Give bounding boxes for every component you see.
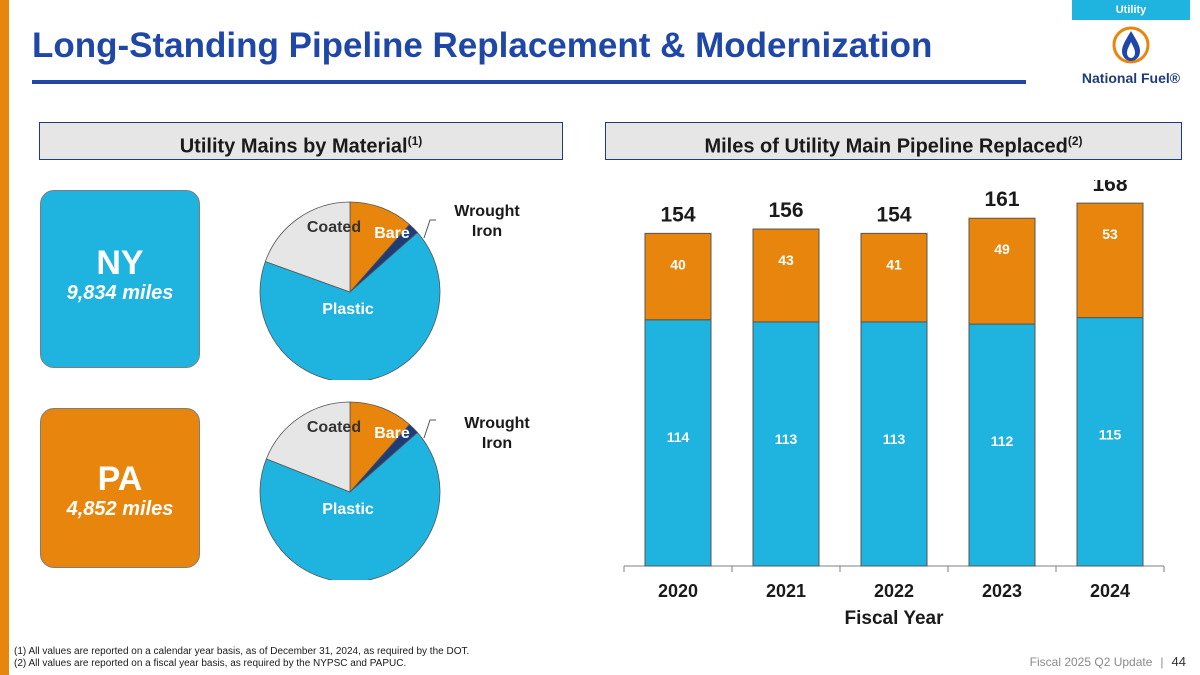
flame-logo-icon: [1112, 26, 1150, 64]
ny-miles: 9,834 miles: [66, 282, 174, 304]
pa-label-bare: Bare: [374, 425, 410, 442]
title-underline: [32, 80, 1026, 84]
bar-2022-series-1: [860, 321, 928, 567]
ny-slice-coated: [264, 201, 351, 293]
bar-2022-series-2-value-label: 41: [886, 256, 902, 272]
bar-2024-series-2: [1076, 202, 1144, 319]
page-title: Long-Standing Pipeline Replacement & Mod…: [32, 26, 933, 65]
pa-miles: 4,852 miles: [66, 498, 174, 520]
x-tick-label-2023: 2023: [982, 581, 1022, 601]
bar-2024-series-1-value-label: 115: [1099, 427, 1122, 443]
pa-material-pie: Plastic Coated Bare: [259, 401, 441, 580]
bar-2021-series-1: [752, 321, 820, 567]
x-tick-label-2020: 2020: [658, 581, 698, 601]
ny-wrought-line2: Iron: [471, 223, 503, 240]
x-tick-label-2024: 2024: [1090, 581, 1130, 601]
ny-slice-plastic: [259, 231, 441, 380]
bar-2023-series-2: [968, 217, 1036, 325]
page-number: 44: [1171, 654, 1186, 669]
bar-2020-series-2: [644, 232, 712, 321]
ny-label-plastic: Plastic: [322, 301, 374, 318]
ny-card: NY 9,834 miles: [40, 190, 200, 368]
bar-2022-total-label: 154: [876, 203, 911, 226]
mains-by-material-heading: Utility Mains by Material(1): [39, 122, 563, 160]
footer-deck-name: Fiscal 2025 Q2 Update: [1029, 655, 1153, 669]
bar-2021-total-label: 156: [768, 199, 803, 222]
pa-slice-bare: [349, 401, 411, 494]
pa-slice-plastic: [259, 431, 441, 580]
miles-replaced-bar-chart: 114 40 154 2020 113 43 156 2021 113 41 154 2022 112 4…: [623, 180, 1165, 629]
miles-heading-text: Miles of Utility Main Pipeline Replaced: [704, 135, 1068, 158]
ny-state-name: NY: [96, 244, 144, 282]
company-logo: National Fuel®: [1070, 26, 1192, 94]
ny-slice-bare: [349, 201, 411, 294]
footnote-2: (2) All values are reported on a fiscal …: [14, 658, 407, 669]
left-accent-bar: [0, 0, 9, 675]
bar-2020-series-2-value-label: 40: [670, 256, 686, 272]
ny-wrought-iron-label: Wrought Iron: [442, 202, 532, 242]
ny-wrought-leader-line: [423, 219, 436, 239]
mains-heading-note: (1): [407, 134, 423, 148]
bar-2024-series-1: [1076, 317, 1144, 567]
footnote-1: (1) All values are reported on a calenda…: [14, 646, 470, 657]
x-axis-title: Fiscal Year: [845, 608, 945, 629]
logo-wordmark: National Fuel®: [1081, 70, 1181, 86]
mains-heading-text: Utility Mains by Material: [179, 135, 408, 158]
miles-replaced-heading: Miles of Utility Main Pipeline Replaced(…: [605, 122, 1182, 160]
bar-2023-total-label: 161: [984, 188, 1019, 211]
bar-2020-total-label: 154: [660, 203, 695, 226]
bar-2021-series-1-value-label: 113: [775, 431, 798, 447]
bar-2021-series-2-value-label: 43: [778, 252, 794, 268]
x-tick-label-2021: 2021: [766, 581, 806, 601]
footer-separator: |: [1160, 655, 1164, 669]
footnotes: (1) All values are reported on a calenda…: [14, 646, 469, 670]
pa-wrought-iron-label: Wrought Iron: [452, 414, 542, 454]
bar-2020-series-1-value-label: 114: [667, 429, 690, 445]
ny-label-bare: Bare: [374, 225, 410, 242]
bar-2023-series-1: [968, 323, 1036, 567]
pa-wrought-line2: Iron: [481, 435, 513, 452]
bar-2023-series-1-value-label: 112: [991, 433, 1014, 449]
bar-2024-series-2-value-label: 53: [1102, 226, 1118, 242]
bar-2022-series-1-value-label: 113: [883, 431, 906, 447]
pa-wrought-line1: Wrought: [464, 415, 530, 432]
ny-wrought-line1: Wrought: [454, 203, 520, 220]
ny-label-coated: Coated: [307, 219, 361, 236]
pa-card: PA 4,852 miles: [40, 408, 200, 568]
bar-2021-series-2: [752, 228, 820, 323]
section-badge: Utility: [1072, 0, 1190, 20]
miles-heading-note: (2): [1067, 134, 1083, 148]
pa-slice-coated: [265, 401, 351, 493]
pa-label-coated: Coated: [307, 419, 361, 436]
bar-2024-total-label: 168: [1092, 180, 1127, 196]
pa-state-name: PA: [97, 460, 143, 498]
bar-2022-series-2: [860, 232, 928, 323]
x-tick-label-2022: 2022: [874, 581, 914, 601]
pa-label-plastic: Plastic: [322, 501, 374, 518]
footer: Fiscal 2025 Q2 Update | 44: [1030, 654, 1186, 669]
pa-wrought-leader-line: [423, 419, 436, 439]
ny-material-pie: Plastic Coated Bare: [259, 201, 441, 380]
bar-2023-series-2-value-label: 49: [994, 241, 1010, 257]
